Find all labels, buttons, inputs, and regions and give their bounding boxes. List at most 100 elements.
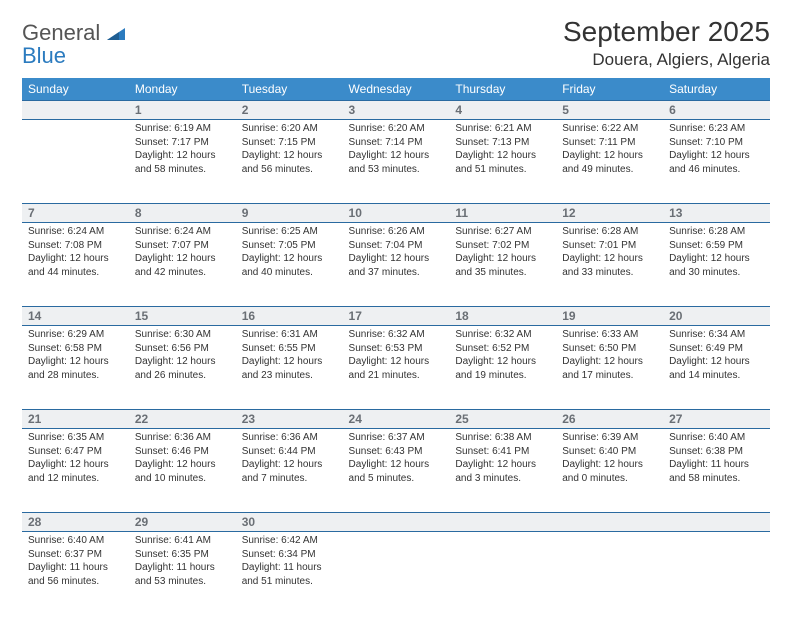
sunrise-text: Sunrise: 6:41 AM (135, 534, 230, 548)
day-number-row: 21222324252627 (22, 410, 770, 429)
weekday-header: Saturday (663, 78, 770, 101)
day-number-row: 123456 (22, 101, 770, 120)
sunset-text: Sunset: 6:52 PM (455, 342, 550, 356)
calendar-table: Sunday Monday Tuesday Wednesday Thursday… (22, 78, 770, 616)
daylight-text: Daylight: 12 hours and 7 minutes. (242, 458, 337, 485)
daylight-text: Daylight: 12 hours and 5 minutes. (349, 458, 444, 485)
sunrise-text: Sunrise: 6:32 AM (349, 328, 444, 342)
day-number-cell: 25 (449, 410, 556, 429)
day-number-row: 78910111213 (22, 204, 770, 223)
weekday-header: Sunday (22, 78, 129, 101)
sunset-text: Sunset: 7:04 PM (349, 239, 444, 253)
daylight-text: Daylight: 12 hours and 19 minutes. (455, 355, 550, 382)
day-content-row: Sunrise: 6:19 AMSunset: 7:17 PMDaylight:… (22, 120, 770, 204)
day-number-cell (663, 513, 770, 532)
day-number-cell: 29 (129, 513, 236, 532)
sunset-text: Sunset: 6:35 PM (135, 548, 230, 562)
day-number-cell (343, 513, 450, 532)
day-content-cell: Sunrise: 6:37 AMSunset: 6:43 PMDaylight:… (343, 429, 450, 513)
day-number-cell: 9 (236, 204, 343, 223)
day-content-cell: Sunrise: 6:40 AMSunset: 6:37 PMDaylight:… (22, 532, 129, 616)
day-content-row: Sunrise: 6:29 AMSunset: 6:58 PMDaylight:… (22, 326, 770, 410)
sunrise-text: Sunrise: 6:20 AM (349, 122, 444, 136)
day-number-cell: 7 (22, 204, 129, 223)
weekday-header: Friday (556, 78, 663, 101)
logo-part2: Blue (22, 43, 66, 68)
day-content-cell: Sunrise: 6:25 AMSunset: 7:05 PMDaylight:… (236, 223, 343, 307)
sunrise-text: Sunrise: 6:24 AM (28, 225, 123, 239)
sunset-text: Sunset: 7:05 PM (242, 239, 337, 253)
daylight-text: Daylight: 12 hours and 17 minutes. (562, 355, 657, 382)
sunset-text: Sunset: 7:13 PM (455, 136, 550, 150)
sunrise-text: Sunrise: 6:29 AM (28, 328, 123, 342)
day-number-cell: 1 (129, 101, 236, 120)
weekday-header: Tuesday (236, 78, 343, 101)
day-content-cell: Sunrise: 6:33 AMSunset: 6:50 PMDaylight:… (556, 326, 663, 410)
day-content-cell: Sunrise: 6:27 AMSunset: 7:02 PMDaylight:… (449, 223, 556, 307)
day-number-cell (449, 513, 556, 532)
day-content-cell (663, 532, 770, 616)
sunset-text: Sunset: 6:43 PM (349, 445, 444, 459)
day-number-cell (556, 513, 663, 532)
day-number-cell (22, 101, 129, 120)
calendar-page: General Blue September 2025 Douera, Algi… (0, 0, 792, 632)
day-content-cell: Sunrise: 6:36 AMSunset: 6:44 PMDaylight:… (236, 429, 343, 513)
sunrise-text: Sunrise: 6:19 AM (135, 122, 230, 136)
daylight-text: Daylight: 12 hours and 12 minutes. (28, 458, 123, 485)
daylight-text: Daylight: 12 hours and 33 minutes. (562, 252, 657, 279)
sunrise-text: Sunrise: 6:21 AM (455, 122, 550, 136)
sunrise-text: Sunrise: 6:40 AM (669, 431, 764, 445)
sunrise-text: Sunrise: 6:34 AM (669, 328, 764, 342)
day-number-cell: 18 (449, 307, 556, 326)
sunrise-text: Sunrise: 6:39 AM (562, 431, 657, 445)
daylight-text: Daylight: 12 hours and 51 minutes. (455, 149, 550, 176)
sunset-text: Sunset: 7:17 PM (135, 136, 230, 150)
sunset-text: Sunset: 6:37 PM (28, 548, 123, 562)
sunrise-text: Sunrise: 6:33 AM (562, 328, 657, 342)
day-content-cell: Sunrise: 6:32 AMSunset: 6:53 PMDaylight:… (343, 326, 450, 410)
sunrise-text: Sunrise: 6:38 AM (455, 431, 550, 445)
day-content-cell: Sunrise: 6:23 AMSunset: 7:10 PMDaylight:… (663, 120, 770, 204)
daylight-text: Daylight: 12 hours and 49 minutes. (562, 149, 657, 176)
day-number-cell: 17 (343, 307, 450, 326)
day-content-cell: Sunrise: 6:28 AMSunset: 6:59 PMDaylight:… (663, 223, 770, 307)
sunrise-text: Sunrise: 6:25 AM (242, 225, 337, 239)
location: Douera, Algiers, Algeria (563, 50, 770, 70)
day-number-cell: 20 (663, 307, 770, 326)
sunrise-text: Sunrise: 6:30 AM (135, 328, 230, 342)
day-content-cell: Sunrise: 6:39 AMSunset: 6:40 PMDaylight:… (556, 429, 663, 513)
day-number-cell: 19 (556, 307, 663, 326)
day-content-cell: Sunrise: 6:28 AMSunset: 7:01 PMDaylight:… (556, 223, 663, 307)
day-content-cell: Sunrise: 6:19 AMSunset: 7:17 PMDaylight:… (129, 120, 236, 204)
day-content-cell: Sunrise: 6:40 AMSunset: 6:38 PMDaylight:… (663, 429, 770, 513)
sunset-text: Sunset: 6:56 PM (135, 342, 230, 356)
day-number-cell: 11 (449, 204, 556, 223)
sunset-text: Sunset: 7:07 PM (135, 239, 230, 253)
daylight-text: Daylight: 11 hours and 58 minutes. (669, 458, 764, 485)
header: General Blue September 2025 Douera, Algi… (22, 16, 770, 70)
sunrise-text: Sunrise: 6:32 AM (455, 328, 550, 342)
day-content-cell: Sunrise: 6:26 AMSunset: 7:04 PMDaylight:… (343, 223, 450, 307)
day-content-cell: Sunrise: 6:36 AMSunset: 6:46 PMDaylight:… (129, 429, 236, 513)
logo-part1: General (22, 20, 100, 45)
day-content-cell: Sunrise: 6:21 AMSunset: 7:13 PMDaylight:… (449, 120, 556, 204)
sunrise-text: Sunrise: 6:37 AM (349, 431, 444, 445)
day-number-cell: 26 (556, 410, 663, 429)
daylight-text: Daylight: 12 hours and 3 minutes. (455, 458, 550, 485)
day-number-cell: 4 (449, 101, 556, 120)
day-number-cell: 6 (663, 101, 770, 120)
daylight-text: Daylight: 12 hours and 14 minutes. (669, 355, 764, 382)
day-number-cell: 28 (22, 513, 129, 532)
day-content-cell: Sunrise: 6:20 AMSunset: 7:14 PMDaylight:… (343, 120, 450, 204)
sunset-text: Sunset: 7:11 PM (562, 136, 657, 150)
sunset-text: Sunset: 7:14 PM (349, 136, 444, 150)
day-content-row: Sunrise: 6:40 AMSunset: 6:37 PMDaylight:… (22, 532, 770, 616)
sunrise-text: Sunrise: 6:22 AM (562, 122, 657, 136)
sunset-text: Sunset: 6:44 PM (242, 445, 337, 459)
day-number-cell: 30 (236, 513, 343, 532)
sunrise-text: Sunrise: 6:28 AM (669, 225, 764, 239)
daylight-text: Daylight: 12 hours and 0 minutes. (562, 458, 657, 485)
daylight-text: Daylight: 12 hours and 58 minutes. (135, 149, 230, 176)
sunset-text: Sunset: 6:49 PM (669, 342, 764, 356)
day-number-row: 14151617181920 (22, 307, 770, 326)
